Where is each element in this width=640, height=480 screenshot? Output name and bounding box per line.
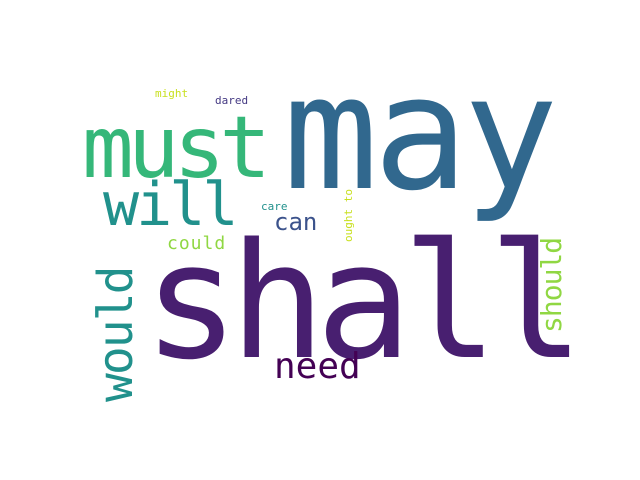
word-may: may xyxy=(283,42,558,226)
word-ought-to: ought to xyxy=(342,189,355,242)
word-dared: dared xyxy=(215,94,249,107)
word-can: can xyxy=(274,208,318,236)
word-need: need xyxy=(274,346,361,387)
word-should: should xyxy=(535,237,568,333)
word-care: care xyxy=(261,200,288,213)
word-must: must xyxy=(82,98,271,198)
word-shall: shall xyxy=(143,208,585,395)
word-might: might xyxy=(155,87,189,100)
word-could: could xyxy=(167,233,227,254)
word-will: will xyxy=(103,170,238,240)
word-would: would xyxy=(88,267,144,403)
